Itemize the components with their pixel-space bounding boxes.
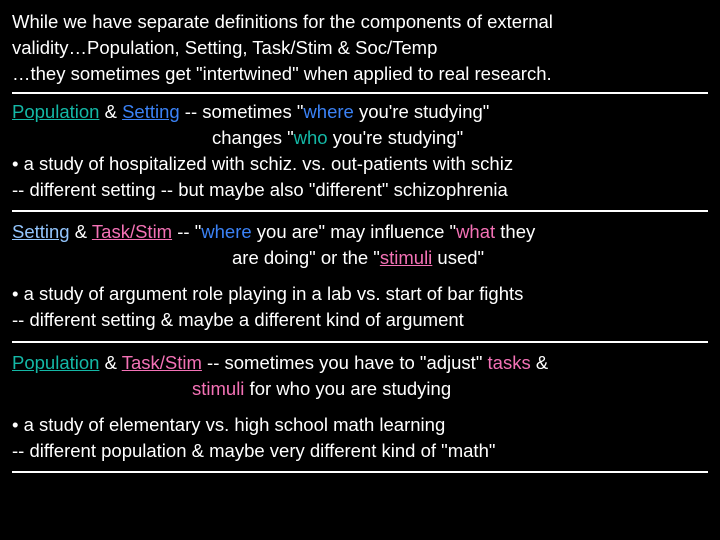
where-word-2: where [201, 221, 251, 242]
s1-bullet1: • a study of hospitalized with schiz. vs… [12, 152, 708, 176]
setting-term-2: Setting [12, 221, 70, 242]
s1-t2a: changes " [212, 127, 294, 148]
s1-t2b: you're studying" [328, 127, 464, 148]
s3-t2b: for who you are studying [244, 378, 451, 399]
section-pop-setting: Population & Setting -- sometimes "where… [12, 100, 708, 212]
intro-section: While we have separate definitions for t… [12, 10, 708, 94]
s2-bullet1: • a study of argument role playing in a … [12, 282, 708, 306]
s2-bullet2: -- different setting & maybe a different… [12, 308, 708, 332]
taskstim-term-2: Task/Stim [122, 352, 202, 373]
stimuli-term-2: stimuli [192, 378, 244, 399]
s3-heading: Population & Task/Stim -- sometimes you … [12, 351, 708, 375]
intro-line-3: …they sometimes get "intertwined" when a… [12, 62, 708, 86]
intro-line-1: While we have separate definitions for t… [12, 10, 708, 34]
s1-bullet2: -- different setting -- but maybe also "… [12, 178, 708, 202]
s3-dash: -- sometimes you have to "adjust" [202, 352, 488, 373]
intro-line-2: validity…Population, Setting, Task/Stim … [12, 36, 708, 60]
amp2: & [70, 221, 92, 242]
tasks-term: tasks [488, 352, 531, 373]
amp3: & [99, 352, 121, 373]
s2-line2: are doing" or the "stimuli used" [12, 246, 708, 270]
s3-t1b: & [531, 352, 548, 373]
amp: & [99, 101, 122, 122]
stimuli-term: stimuli [380, 247, 432, 268]
what-word: what [456, 221, 495, 242]
taskstim-term: Task/Stim [92, 221, 172, 242]
s1-dash: -- sometimes " [180, 101, 304, 122]
s3-bullet1: • a study of elementary vs. high school … [12, 413, 708, 437]
section-setting-task: Setting & Task/Stim -- "where you are" m… [12, 220, 708, 342]
s2-t1b: you are" may influence " [252, 221, 456, 242]
setting-term: Setting [122, 101, 180, 122]
s2-t2a: are doing" or the " [232, 247, 380, 268]
population-term-2: Population [12, 352, 99, 373]
s1-heading: Population & Setting -- sometimes "where… [12, 100, 708, 124]
population-term: Population [12, 101, 99, 122]
s1-t1b: you're studying" [354, 101, 490, 122]
where-word: where [303, 101, 353, 122]
s1-line2: changes "who you're studying" [12, 126, 708, 150]
s2-heading: Setting & Task/Stim -- "where you are" m… [12, 220, 708, 244]
s2-dash: -- " [172, 221, 201, 242]
who-word: who [294, 127, 328, 148]
s3-line2: stimuli for who you are studying [12, 377, 708, 401]
s2-t1c: they [495, 221, 535, 242]
s3-bullet2: -- different population & maybe very dif… [12, 439, 708, 463]
s2-t2b: used" [432, 247, 484, 268]
section-pop-task: Population & Task/Stim -- sometimes you … [12, 351, 708, 473]
